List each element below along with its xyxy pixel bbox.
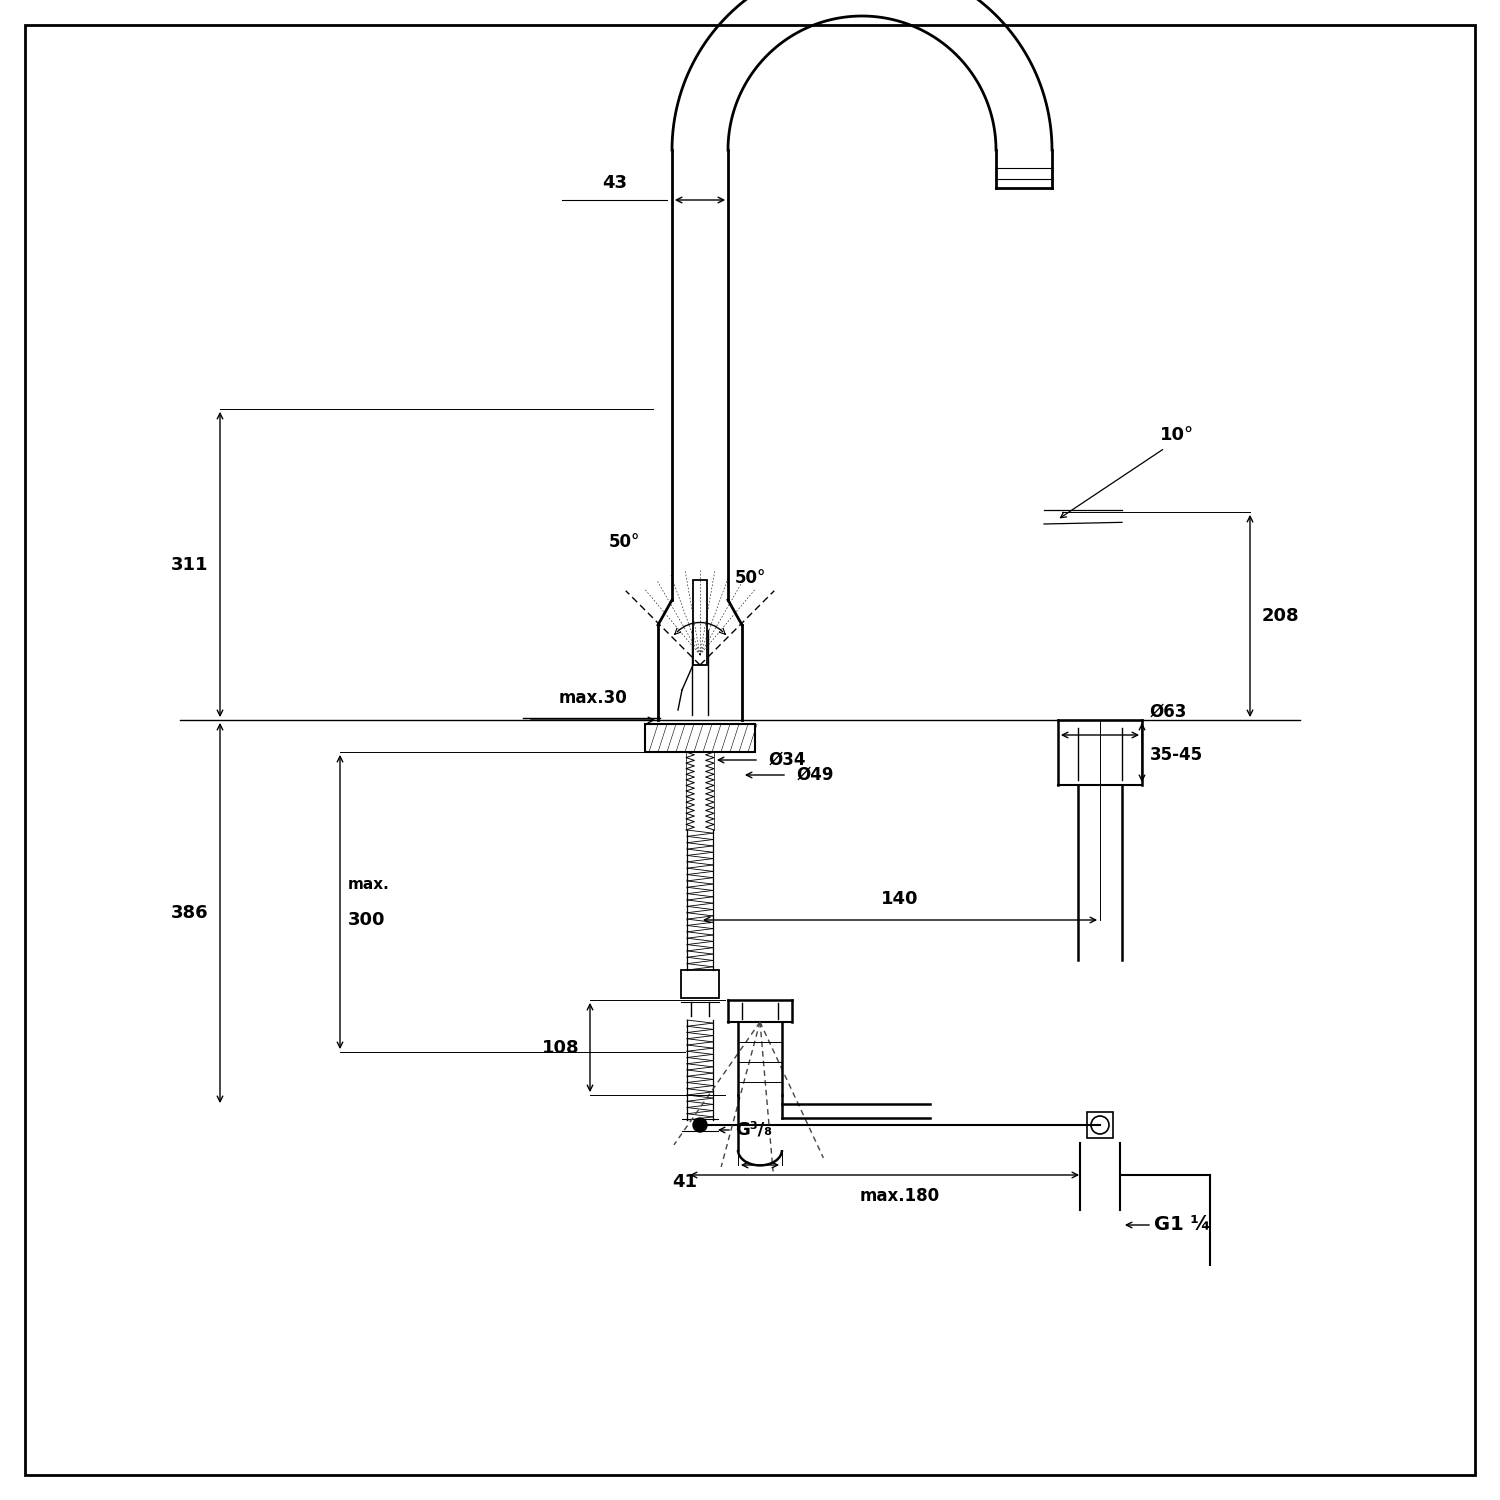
Text: 50°: 50° — [609, 532, 640, 550]
Text: Ø34: Ø34 — [770, 752, 807, 770]
Bar — [1088, 1112, 1113, 1138]
Text: Ø63: Ø63 — [1150, 704, 1188, 722]
Text: 108: 108 — [543, 1040, 580, 1058]
Text: Ø49: Ø49 — [796, 766, 834, 784]
Circle shape — [693, 1118, 706, 1132]
Text: 50°: 50° — [735, 568, 766, 586]
Text: 43: 43 — [603, 174, 627, 192]
Text: max.30: max.30 — [558, 688, 627, 706]
Bar — [645, 724, 754, 752]
Text: G³/₈: G³/₈ — [735, 1120, 772, 1138]
Text: 35-45: 35-45 — [1150, 746, 1203, 764]
Text: 208: 208 — [1262, 608, 1299, 625]
Bar — [693, 580, 706, 664]
Bar — [681, 970, 718, 998]
Text: G1 ¼: G1 ¼ — [1154, 1215, 1210, 1234]
Text: max.: max. — [348, 876, 390, 891]
Text: max.180: max.180 — [859, 1186, 940, 1204]
Text: 41: 41 — [672, 1173, 698, 1191]
Text: 311: 311 — [171, 556, 208, 574]
Text: 140: 140 — [882, 890, 918, 908]
Text: 300: 300 — [348, 910, 386, 928]
Text: 386: 386 — [171, 904, 208, 922]
Text: 10°: 10° — [1160, 426, 1194, 444]
